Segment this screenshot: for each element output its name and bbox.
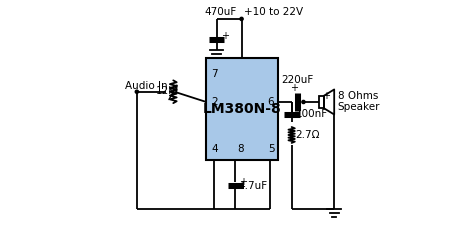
Text: 4.7uF: 4.7uF — [239, 181, 268, 191]
Circle shape — [135, 90, 138, 93]
Text: 7: 7 — [211, 68, 218, 79]
Text: 12K: 12K — [156, 86, 176, 95]
Bar — [206, 58, 278, 160]
Text: 4: 4 — [211, 144, 218, 154]
Circle shape — [240, 17, 243, 21]
Text: 2.7Ω: 2.7Ω — [296, 130, 320, 140]
Text: 220uF: 220uF — [281, 75, 313, 85]
Text: 8 Ohms: 8 Ohms — [337, 91, 378, 101]
Polygon shape — [324, 90, 334, 114]
Text: +: + — [290, 83, 298, 93]
Text: 100nF: 100nF — [296, 109, 328, 120]
Text: LM380N-8: LM380N-8 — [203, 102, 282, 116]
Text: +: + — [322, 91, 330, 101]
Text: 5: 5 — [268, 144, 275, 154]
Text: 2: 2 — [211, 97, 218, 107]
Text: +10 to 22V: +10 to 22V — [244, 7, 303, 17]
Text: Audio In: Audio In — [126, 81, 168, 91]
Bar — [319, 96, 324, 108]
Text: +: + — [221, 31, 229, 41]
Text: 6: 6 — [267, 97, 274, 107]
Text: +: + — [239, 177, 246, 187]
Text: 8: 8 — [237, 144, 244, 154]
Text: Speaker: Speaker — [337, 101, 380, 112]
Text: 470uF: 470uF — [204, 7, 236, 17]
Circle shape — [302, 100, 305, 104]
